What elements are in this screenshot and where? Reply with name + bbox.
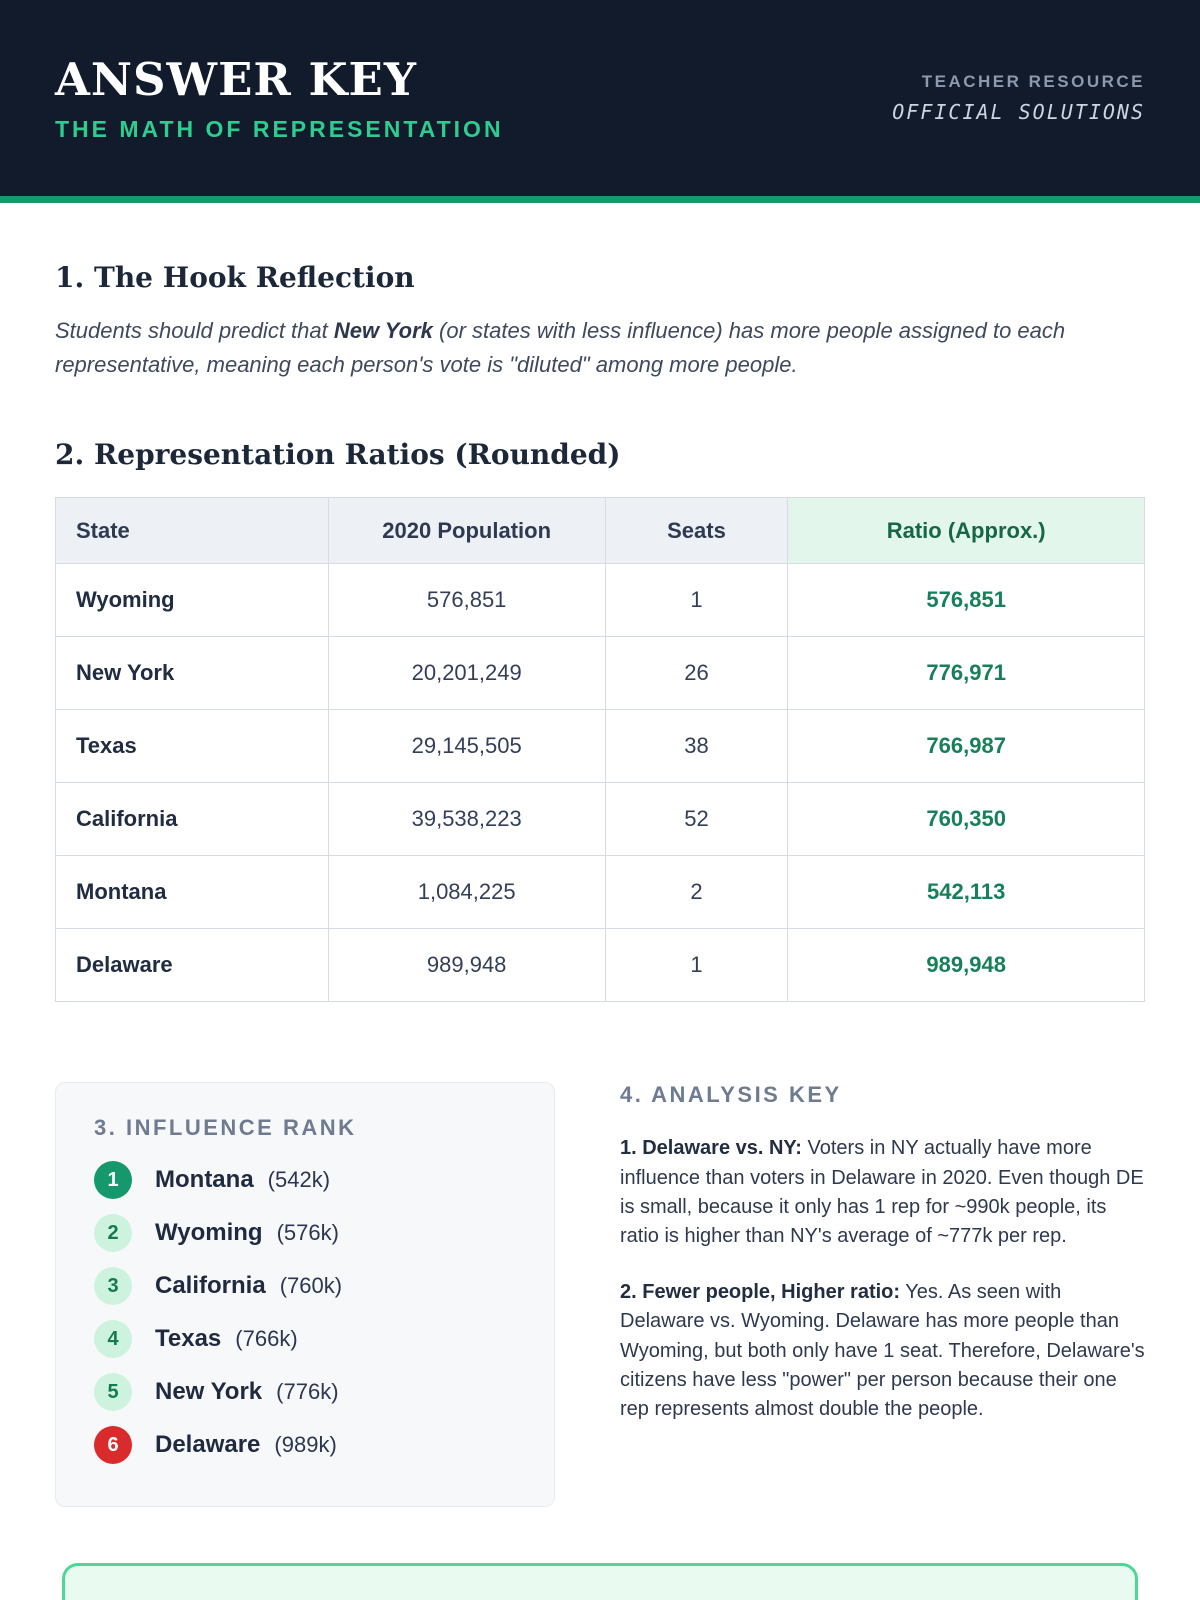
- section1-body-bold: New York: [333, 318, 433, 343]
- rank-state: California: [155, 1272, 266, 1300]
- seats-cell: 26: [604, 636, 789, 711]
- population-cell: 29,145,505: [327, 709, 606, 784]
- ratio-cell: 776,971: [787, 636, 1145, 711]
- analysis-text: Yes. As seen with Delaware vs. Wyoming. …: [620, 1280, 1145, 1421]
- rank-value: (542k): [267, 1167, 331, 1193]
- state-cell: California: [55, 782, 329, 857]
- section2-heading: 2. Representation Ratios (Rounded): [55, 438, 621, 472]
- population-cell: 39,538,223: [327, 782, 606, 857]
- seats-cell: 52: [604, 782, 789, 857]
- document-body: 1. The Hook Reflection Students should p…: [0, 261, 1200, 1600]
- table-row: Montana 1,084,225 2 542,113: [55, 855, 1145, 930]
- page-header: ANSWER KEY THE MATH OF REPRESENTATION TE…: [0, 0, 1200, 196]
- rank-state: Texas: [155, 1325, 222, 1353]
- representation-ratios-table: State 2020 Population Seats Ratio (Appro…: [55, 497, 1145, 1003]
- ratio-cell: 542,113: [787, 855, 1145, 930]
- rank-value: (776k): [276, 1379, 339, 1405]
- seats-cell: 1: [604, 928, 789, 1003]
- state-cell: New York: [55, 636, 329, 711]
- analysis-text: Voters in NY actually have more influenc…: [620, 1137, 1144, 1248]
- list-item: 2 Wyoming (576k): [94, 1214, 516, 1253]
- influence-rank-list: 1 Montana (542k) 2 Wyoming (576k) 3 Cali…: [94, 1161, 516, 1465]
- two-column-area: 3. INFLUENCE RANK 1 Montana (542k) 2 Wyo…: [55, 1082, 1145, 1508]
- page-title: ANSWER KEY: [55, 53, 417, 106]
- list-item: 5 New York (776k): [94, 1373, 516, 1412]
- rank-state: New York: [155, 1378, 263, 1406]
- table-row: California 39,538,223 52 760,350: [55, 782, 1145, 857]
- section3-heading: 3. INFLUENCE RANK: [94, 1115, 357, 1141]
- seats-cell: 38: [604, 709, 789, 784]
- rank-state: Montana: [155, 1166, 254, 1194]
- analysis-lead: 2. Fewer people, Higher ratio:: [620, 1280, 901, 1303]
- table-row: Texas 29,145,505 38 766,987: [55, 709, 1145, 784]
- state-cell: Texas: [55, 709, 329, 784]
- rank-badge: 1: [94, 1161, 132, 1200]
- ratio-cell: 766,987: [787, 709, 1145, 784]
- ratio-cell: 989,948: [787, 928, 1145, 1003]
- rank-badge: 2: [94, 1214, 132, 1253]
- seats-cell: 1: [604, 563, 789, 638]
- analysis-paragraph: 1. Delaware vs. NY: Voters in NY actuall…: [620, 1134, 1145, 1252]
- analysis-key-section: 4. ANALYSIS KEY 1. Delaware vs. NY: Vote…: [620, 1082, 1145, 1425]
- column-header-ratio: Ratio (Approx.): [787, 497, 1145, 565]
- table-row: Delaware 989,948 1 989,948: [55, 928, 1145, 1003]
- section4-heading: 4. ANALYSIS KEY: [620, 1082, 842, 1108]
- rank-value: (766k): [235, 1326, 298, 1352]
- official-solutions-label: OFFICIAL SOLUTIONS: [892, 100, 1145, 124]
- analysis-paragraph: 2. Fewer people, Higher ratio: Yes. As s…: [620, 1278, 1145, 1425]
- header-meta-block: TEACHER RESOURCE OFFICIAL SOLUTIONS: [892, 72, 1145, 124]
- list-item: 3 California (760k): [94, 1267, 516, 1306]
- rank-badge: 3: [94, 1267, 132, 1306]
- seats-cell: 2: [604, 855, 789, 930]
- table-row: Wyoming 576,851 1 576,851: [55, 563, 1145, 638]
- column-header-population: 2020 Population: [327, 497, 606, 565]
- rank-value: (760k): [279, 1273, 343, 1299]
- rank-state: Delaware: [155, 1431, 261, 1459]
- population-cell: 576,851: [327, 563, 606, 638]
- table-row: New York 20,201,249 26 776,971: [55, 636, 1145, 711]
- list-item: 1 Montana (542k): [94, 1161, 516, 1200]
- teacher-resource-label: TEACHER RESOURCE: [921, 72, 1145, 91]
- population-cell: 1,084,225: [327, 855, 606, 930]
- rank-badge: 5: [94, 1373, 132, 1412]
- population-cell: 989,948: [327, 928, 606, 1003]
- section1-body-prefix: Students should predict that: [55, 318, 334, 343]
- rank-value: (989k): [274, 1432, 337, 1458]
- section1-heading: 1. The Hook Reflection: [55, 261, 415, 294]
- section1-body-suffix: (or states with less influence) has more…: [55, 318, 1066, 378]
- column-header-seats: Seats: [604, 497, 789, 565]
- ratio-cell: 760,350: [787, 782, 1145, 857]
- section1-body: Students should predict that New York (o…: [55, 314, 1145, 382]
- analysis-lead: 1. Delaware vs. NY:: [620, 1137, 802, 1160]
- list-item: 4 Texas (766k): [94, 1320, 516, 1359]
- influence-rank-card: 3. INFLUENCE RANK 1 Montana (542k) 2 Wyo…: [55, 1082, 555, 1508]
- list-item: 6 Delaware (989k): [94, 1426, 516, 1465]
- rank-badge: 6: [94, 1426, 132, 1465]
- rank-value: (576k): [276, 1220, 339, 1246]
- bottom-callout-box: [62, 1563, 1138, 1600]
- ratio-cell: 576,851: [787, 563, 1145, 638]
- state-cell: Delaware: [55, 928, 329, 1003]
- page-subtitle: THE MATH OF REPRESENTATION: [55, 116, 504, 142]
- green-accent-bar: [0, 196, 1200, 203]
- state-cell: Montana: [55, 855, 329, 930]
- column-header-state: State: [55, 497, 329, 565]
- rank-state: Wyoming: [155, 1219, 263, 1247]
- population-cell: 20,201,249: [327, 636, 606, 711]
- state-cell: Wyoming: [55, 563, 329, 638]
- rank-badge: 4: [94, 1320, 132, 1359]
- table-header-row: State 2020 Population Seats Ratio (Appro…: [55, 497, 1145, 565]
- header-title-block: ANSWER KEY THE MATH OF REPRESENTATION: [55, 53, 504, 143]
